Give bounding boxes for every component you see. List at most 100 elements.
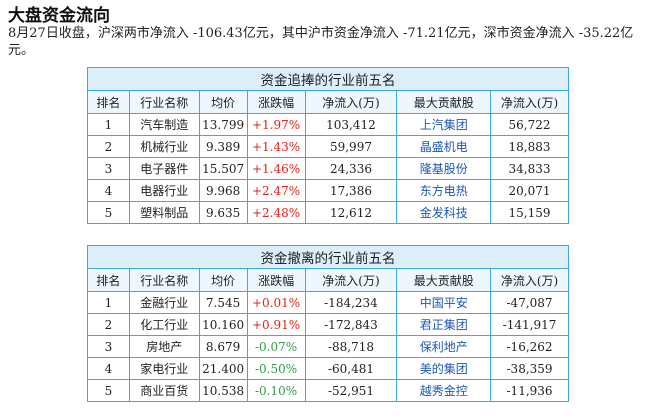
change-percent-cell: +2.47% xyxy=(246,179,306,202)
net-inflow-cell: -184,234 xyxy=(304,291,398,314)
avg-price-cell: 9.968 xyxy=(198,179,248,202)
change-percent-cell: +1.43% xyxy=(246,135,306,158)
top-stock-link[interactable]: 晶盛机电 xyxy=(396,135,492,158)
net-inflow-cell: -60,481 xyxy=(304,357,398,380)
change-percent-cell: -0.07% xyxy=(246,335,306,358)
stock-net-inflow-cell: -141,917 xyxy=(490,313,569,336)
table-row: 3 电子器件 15.507 +1.46% 24,336 隆基股份 34,833 xyxy=(87,157,569,180)
rank-cell: 4 xyxy=(87,357,130,380)
market-summary: 8月27日收盘，沪深两市净流入 -106.43亿元，其中沪市资金净流入 -71.… xyxy=(8,26,634,58)
column-header: 净流入(万) xyxy=(304,90,398,114)
column-header: 均价 xyxy=(198,90,248,114)
table-caption: 资金撤离的行业前五名 xyxy=(87,245,569,269)
change-percent-cell: +2.48% xyxy=(246,201,306,224)
top-stock-link[interactable]: 金发科技 xyxy=(396,201,492,224)
table-row: 1 汽车制造 13.799 +1.97% 103,412 上汽集团 56,722 xyxy=(87,113,569,136)
column-header: 涨跌幅 xyxy=(246,268,306,292)
net-inflow-cell: 103,412 xyxy=(304,113,398,136)
column-header: 行业名称 xyxy=(128,268,200,292)
stock-net-inflow-cell: -47,087 xyxy=(490,291,569,314)
rank-cell: 1 xyxy=(87,291,130,314)
rank-cell: 5 xyxy=(87,201,130,224)
stock-net-inflow-cell: 34,833 xyxy=(490,157,569,180)
avg-price-cell: 10.538 xyxy=(198,379,248,402)
column-header: 均价 xyxy=(198,268,248,292)
rank-cell: 3 xyxy=(87,335,130,358)
rank-cell: 2 xyxy=(87,313,130,336)
avg-price-cell: 9.389 xyxy=(198,135,248,158)
stock-net-inflow-cell: -38,359 xyxy=(490,357,569,380)
column-header: 净流入(万) xyxy=(490,90,569,114)
avg-price-cell: 13.799 xyxy=(198,113,248,136)
stock-net-inflow-cell: 18,883 xyxy=(490,135,569,158)
table-header-row: 排名 行业名称 均价 涨跌幅 净流入(万) 最大贡献股 净流入(万) xyxy=(87,90,569,114)
net-inflow-cell: 59,997 xyxy=(304,135,398,158)
industry-name-cell: 房地产 xyxy=(128,335,200,358)
stock-net-inflow-cell: 20,071 xyxy=(490,179,569,202)
avg-price-cell: 8.679 xyxy=(198,335,248,358)
net-inflow-cell: -88,718 xyxy=(304,335,398,358)
table-row: 2 机械行业 9.389 +1.43% 59,997 晶盛机电 18,883 xyxy=(87,135,569,158)
stock-net-inflow-cell: -11,936 xyxy=(490,379,569,402)
table-row: 4 家电行业 21.400 -0.50% -60,481 美的集团 -38,359 xyxy=(87,357,569,380)
rank-cell: 3 xyxy=(87,157,130,180)
column-header: 净流入(万) xyxy=(490,268,569,292)
stock-net-inflow-cell: -16,262 xyxy=(490,335,569,358)
rank-cell: 5 xyxy=(87,379,130,402)
column-header: 净流入(万) xyxy=(304,268,398,292)
rank-cell: 2 xyxy=(87,135,130,158)
table-row: 1 金融行业 7.545 +0.01% -184,234 中国平安 -47,087 xyxy=(87,291,569,314)
industry-name-cell: 汽车制造 xyxy=(128,113,200,136)
column-header: 最大贡献股 xyxy=(396,90,492,114)
top-stock-link[interactable]: 上汽集团 xyxy=(396,113,492,136)
top-inflow-industries-table: 资金追捧的行业前五名 排名 行业名称 均价 涨跌幅 净流入(万) 最大贡献股 净流入(万) 1 汽… xyxy=(87,67,569,224)
change-percent-cell: -0.50% xyxy=(246,357,306,380)
avg-price-cell: 9.635 xyxy=(198,201,248,224)
top-stock-link[interactable]: 隆基股份 xyxy=(396,157,492,180)
top-stock-link[interactable]: 越秀金控 xyxy=(396,379,492,402)
avg-price-cell: 7.545 xyxy=(198,291,248,314)
industry-name-cell: 机械行业 xyxy=(128,135,200,158)
table-row: 4 电器行业 9.968 +2.47% 17,386 东方电热 20,071 xyxy=(87,179,569,202)
change-percent-cell: +1.97% xyxy=(246,113,306,136)
top-stock-link[interactable]: 美的集团 xyxy=(396,357,492,380)
rank-cell: 1 xyxy=(87,113,130,136)
column-header: 最大贡献股 xyxy=(396,268,492,292)
table-row: 5 塑料制品 9.635 +2.48% 12,612 金发科技 15,159 xyxy=(87,201,569,224)
top-outflow-industries-table: 资金撤离的行业前五名 排名 行业名称 均价 涨跌幅 净流入(万) 最大贡献股 净流入(万) 1 金… xyxy=(87,245,569,402)
top-stock-link[interactable]: 中国平安 xyxy=(396,291,492,314)
top-stock-link[interactable]: 保利地产 xyxy=(396,335,492,358)
industry-name-cell: 化工行业 xyxy=(128,313,200,336)
net-inflow-cell: -52,951 xyxy=(304,379,398,402)
table-header-row: 排名 行业名称 均价 涨跌幅 净流入(万) 最大贡献股 净流入(万) xyxy=(87,268,569,292)
avg-price-cell: 21.400 xyxy=(198,357,248,380)
top-stock-link[interactable]: 君正集团 xyxy=(396,313,492,336)
net-inflow-cell: 12,612 xyxy=(304,201,398,224)
net-inflow-cell: 17,386 xyxy=(304,179,398,202)
column-header: 涨跌幅 xyxy=(246,90,306,114)
industry-name-cell: 家电行业 xyxy=(128,357,200,380)
change-percent-cell: +1.46% xyxy=(246,157,306,180)
rank-cell: 4 xyxy=(87,179,130,202)
top-stock-link[interactable]: 东方电热 xyxy=(396,179,492,202)
table-row: 3 房地产 8.679 -0.07% -88,718 保利地产 -16,262 xyxy=(87,335,569,358)
stock-net-inflow-cell: 56,722 xyxy=(490,113,569,136)
change-percent-cell: +0.91% xyxy=(246,313,306,336)
change-percent-cell: +0.01% xyxy=(246,291,306,314)
net-inflow-cell: 24,336 xyxy=(304,157,398,180)
industry-name-cell: 电子器件 xyxy=(128,157,200,180)
table-row: 5 商业百货 10.538 -0.10% -52,951 越秀金控 -11,936 xyxy=(87,379,569,402)
stock-net-inflow-cell: 15,159 xyxy=(490,201,569,224)
industry-name-cell: 电器行业 xyxy=(128,179,200,202)
industry-name-cell: 商业百货 xyxy=(128,379,200,402)
page-title: 大盘资金流向 xyxy=(8,6,110,26)
industry-name-cell: 金融行业 xyxy=(128,291,200,314)
change-percent-cell: -0.10% xyxy=(246,379,306,402)
column-header: 排名 xyxy=(87,268,130,292)
avg-price-cell: 10.160 xyxy=(198,313,248,336)
column-header: 排名 xyxy=(87,90,130,114)
table-caption: 资金追捧的行业前五名 xyxy=(87,67,569,91)
net-inflow-cell: -172,843 xyxy=(304,313,398,336)
avg-price-cell: 15.507 xyxy=(198,157,248,180)
column-header: 行业名称 xyxy=(128,90,200,114)
